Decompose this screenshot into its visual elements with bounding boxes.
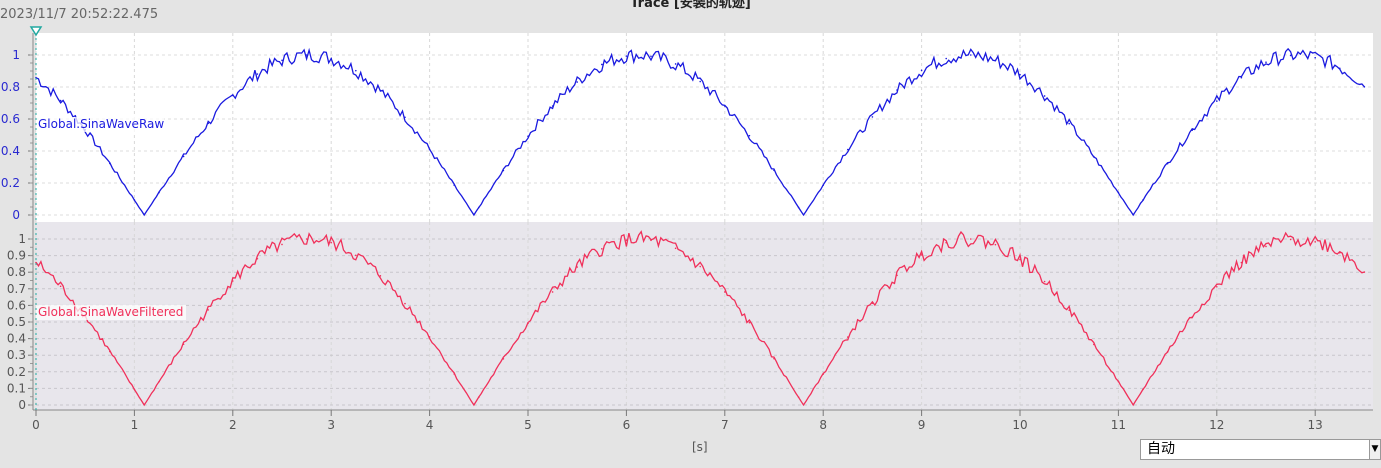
y-tick-label: 0.8 (1, 80, 20, 94)
y-tick-label: 0.1 (7, 381, 26, 395)
data-point (256, 73, 259, 75)
data-point (970, 238, 972, 240)
dropdown-arrow-icon[interactable]: ▼ (1369, 439, 1381, 460)
y-tick-label: 0.2 (7, 365, 26, 379)
y-tick-label: 0.4 (1, 144, 20, 158)
series-label-bg (36, 117, 164, 132)
y-tick-label: 0.6 (1, 112, 20, 126)
y-tick-label: 0.7 (7, 282, 26, 296)
data-point (945, 57, 947, 60)
data-point (551, 291, 554, 293)
data-point (1265, 245, 1267, 248)
y-tick-label: 1 (12, 48, 20, 62)
data-point (576, 81, 578, 83)
y-tick-label: 0.2 (1, 176, 20, 190)
x-tick-label: 5 (524, 418, 532, 432)
y-tick-label: 1 (18, 232, 26, 246)
series-line-1 (35, 230, 1365, 407)
data-point (650, 55, 652, 58)
x-tick-label: 2 (229, 418, 237, 432)
plot-area-0 (36, 33, 1373, 222)
data-point (1265, 61, 1267, 63)
x-tick-label: 8 (819, 418, 827, 432)
x-tick-label: 4 (426, 418, 434, 432)
data-point (1314, 56, 1316, 59)
data-point (355, 69, 357, 72)
data-point (871, 116, 874, 118)
y-tick-label: 0.6 (7, 298, 26, 312)
y-tick-label: 0.4 (7, 332, 26, 346)
series-label: Global.SinaWaveFiltered (38, 305, 183, 319)
data-point (601, 247, 603, 250)
data-point (305, 238, 308, 240)
data-point (1043, 95, 1046, 97)
data-point (970, 54, 972, 56)
data-point (625, 239, 628, 241)
trigger-timestamp: 2023/11/7 20:52:22.475 (0, 7, 159, 22)
x-tick-label: 10 (1012, 418, 1027, 432)
y-tick-label: 0 (12, 208, 20, 222)
data-point (59, 285, 62, 288)
data-point (920, 69, 923, 72)
data-point (674, 247, 677, 250)
y-tick-label: 0.9 (7, 249, 26, 263)
plot-area-1 (36, 222, 1373, 410)
x-tick-label: 12 (1209, 418, 1224, 432)
data-point (748, 321, 751, 324)
y-tick-label: 0 (18, 398, 26, 412)
data-point (281, 243, 283, 246)
y-tick-label: 0.5 (7, 315, 26, 329)
data-point (1216, 100, 1218, 102)
time-mode-dropdown[interactable]: 自动 (1140, 439, 1370, 460)
data-point (1314, 241, 1316, 243)
data-point (674, 63, 677, 65)
data-point (330, 241, 333, 244)
data-point (699, 265, 701, 268)
data-point (699, 80, 701, 83)
data-point (748, 134, 751, 137)
series-line-0 (35, 47, 1365, 217)
data-point (1289, 54, 1292, 57)
data-point (281, 59, 283, 62)
x-tick-label: 9 (918, 418, 926, 432)
x-tick-label: 0 (32, 418, 40, 432)
x-tick-label: 6 (623, 418, 631, 432)
y-tick-label: 0.8 (7, 265, 26, 279)
series-label-bg (36, 305, 186, 320)
y-tick-label: 0.3 (7, 348, 26, 362)
x-tick-label: 13 (1308, 418, 1323, 432)
x-tick-label: 11 (1111, 418, 1126, 432)
data-point (1043, 280, 1046, 283)
data-point (404, 302, 406, 305)
data-point (625, 55, 628, 57)
x-tick-label: 1 (131, 418, 139, 432)
data-point (355, 254, 357, 257)
x-tick-label: 7 (721, 418, 729, 432)
x-axis-unit: [s] (692, 440, 708, 454)
data-point (994, 243, 997, 246)
data-point (379, 275, 382, 277)
series-label: Global.SinaWaveRaw (38, 117, 164, 131)
data-point (1289, 238, 1292, 241)
data-point (1216, 286, 1218, 288)
trigger-marker-icon[interactable] (29, 26, 43, 37)
data-point (601, 63, 603, 66)
data-point (1068, 122, 1070, 125)
window-title: Trace [安装的轨迹] (630, 0, 751, 11)
x-tick-label: 3 (327, 418, 335, 432)
